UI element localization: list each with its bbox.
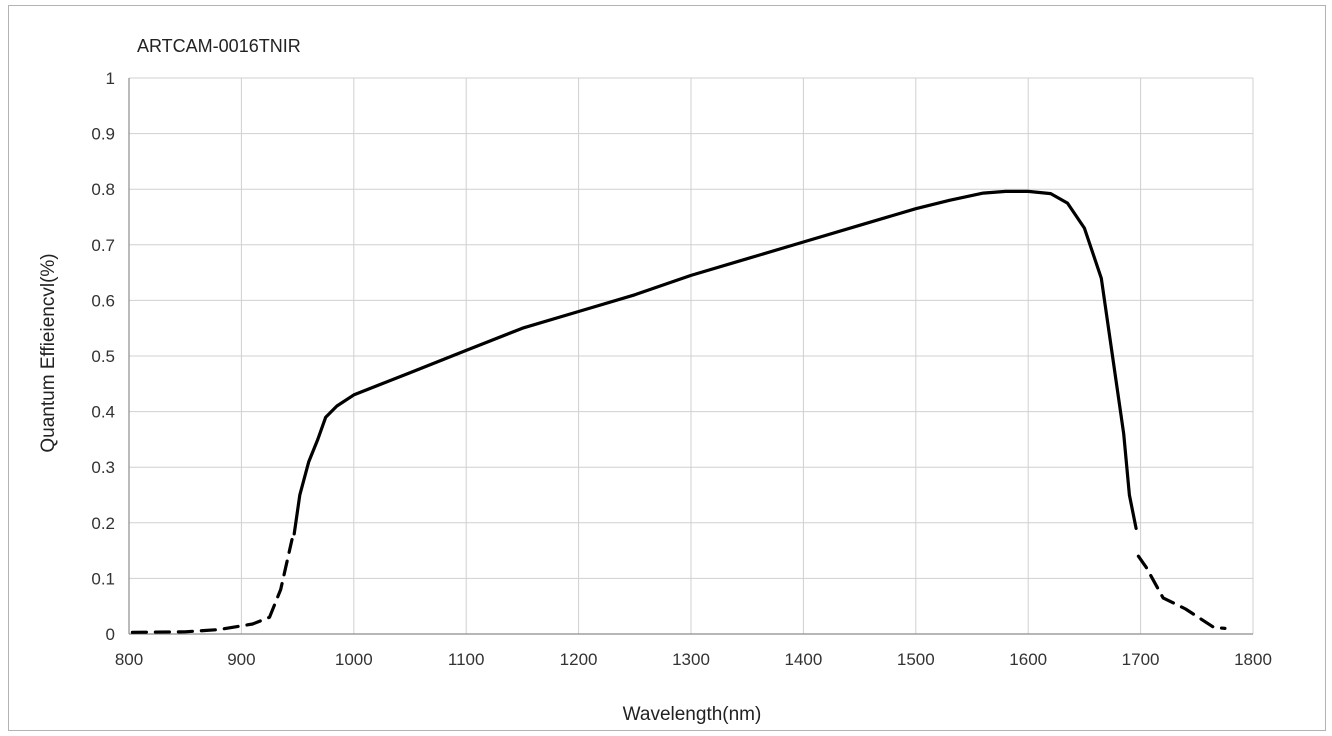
- y-tick-label: 0: [106, 625, 115, 644]
- y-tick-label: 1: [106, 69, 115, 88]
- x-axis-title: Wavelength(nm): [623, 704, 762, 725]
- qe-chart: 800 900 1000 1100 1200 1300 1400 1500 1600 1700 18…: [38, 36, 1272, 725]
- qe-curve-solid-segment: [292, 189, 1138, 536]
- qe-curve-dashed-segment: [130, 537, 294, 634]
- y-tick-label: 0.9: [91, 125, 115, 144]
- x-tick-label: 1300: [672, 650, 710, 669]
- y-tick-label: 0.8: [91, 180, 115, 199]
- gridlines: [129, 77, 1254, 634]
- qe-curve-dashed-segment: [1136, 554, 1227, 631]
- x-tick-label: 1500: [897, 650, 935, 669]
- x-tick-label: 1400: [784, 650, 822, 669]
- tick-labels: 800 900 1000 1100 1200 1300 1400 1500 1600 1700 18…: [91, 69, 1272, 669]
- x-tick-label: 900: [227, 650, 255, 669]
- chart-title: ARTCAM-0016TNIR: [137, 36, 301, 56]
- x-tick-label: 1600: [1009, 650, 1047, 669]
- x-tick-label: 1200: [560, 650, 598, 669]
- y-tick-label: 0.4: [91, 403, 115, 422]
- y-tick-label: 0.5: [91, 347, 115, 366]
- y-tick-label: 0.1: [91, 569, 115, 588]
- axes: [128, 78, 1253, 635]
- x-tick-label: 1000: [335, 650, 373, 669]
- x-tick-label: 1700: [1122, 650, 1160, 669]
- x-tick-label: 800: [115, 650, 143, 669]
- x-tick-label: 1800: [1234, 650, 1272, 669]
- y-tick-label: 0.6: [91, 291, 115, 310]
- series-group: [130, 189, 1227, 634]
- y-tick-label: 0.3: [91, 458, 115, 477]
- chart-frame: 800 900 1000 1100 1200 1300 1400 1500 1600 1700 18…: [8, 5, 1326, 731]
- y-axis-title: Quantum Effieiencvl(%): [38, 253, 59, 452]
- y-tick-label: 0.7: [91, 236, 115, 255]
- y-tick-label: 0.2: [91, 514, 115, 533]
- x-tick-label: 1100: [448, 650, 485, 669]
